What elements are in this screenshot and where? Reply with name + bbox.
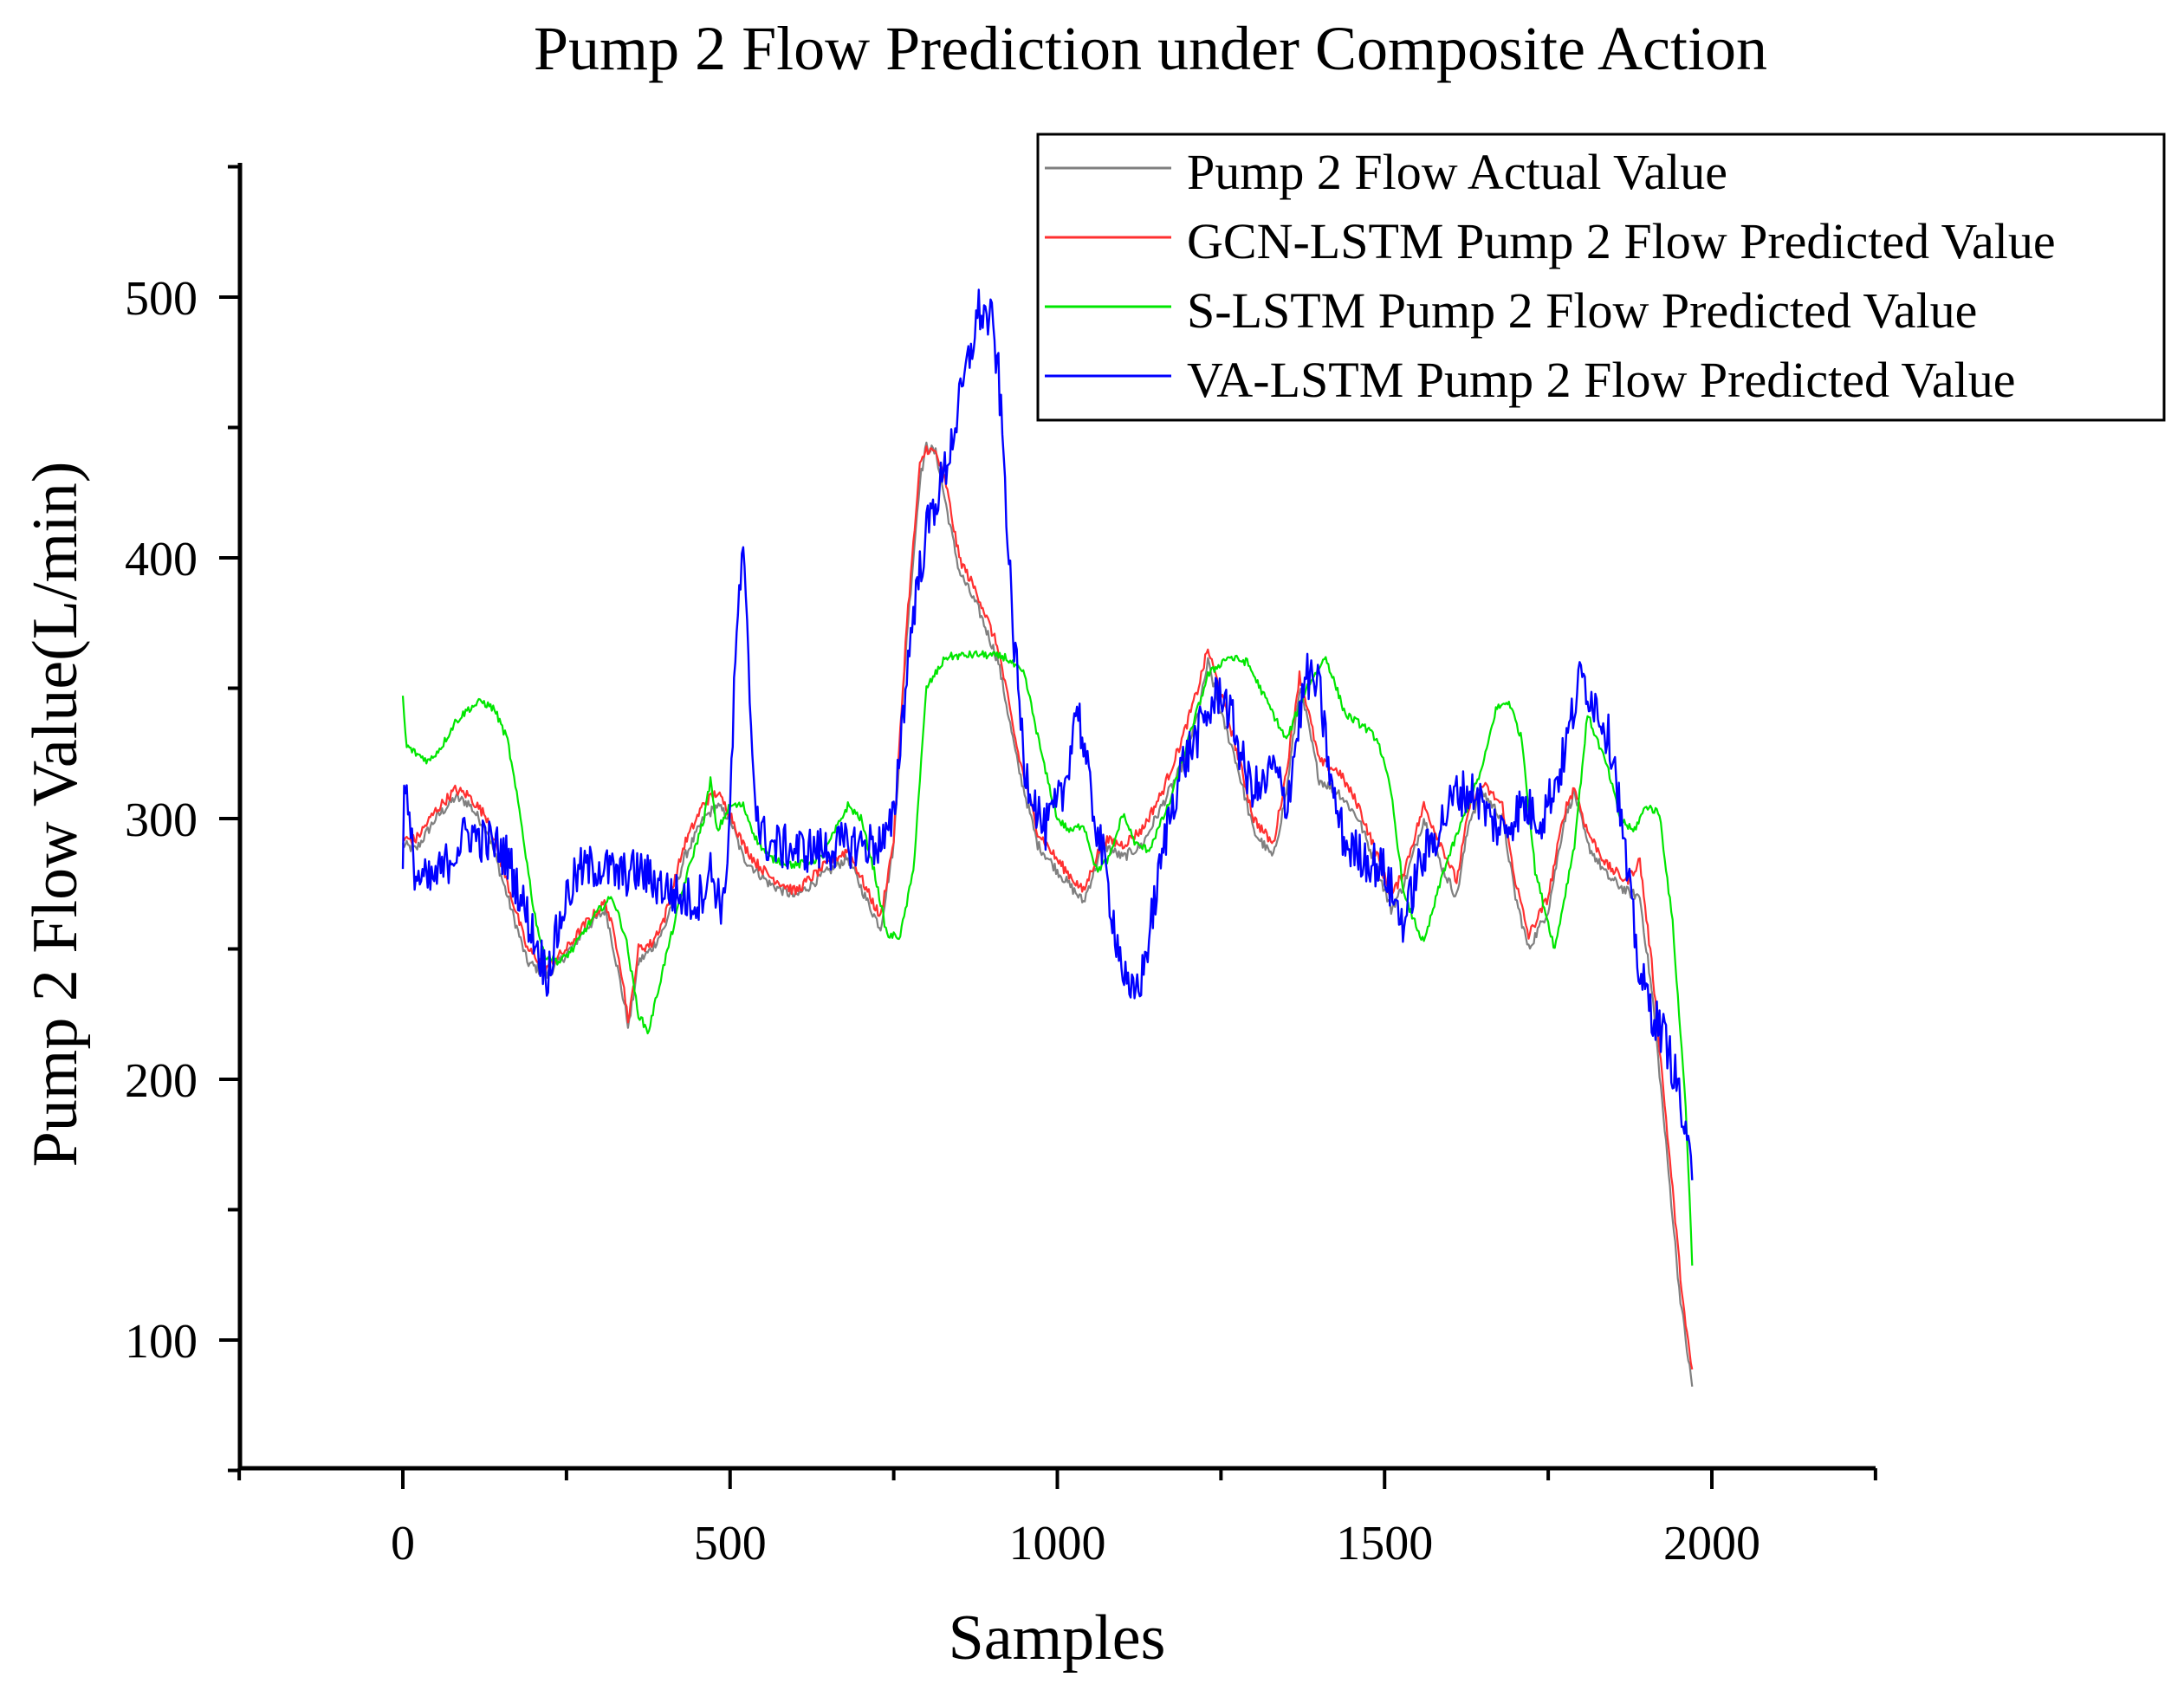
y-tick-label: 300 — [125, 793, 198, 847]
chart-title: Pump 2 Flow Prediction under Composite A… — [534, 14, 1767, 83]
x-tick-label: 0 — [391, 1517, 415, 1570]
y-axis-title: Pump 2 Flow Value(L/min) — [20, 462, 91, 1168]
y-ticks: 100 200 300 400 500 — [125, 165, 240, 1473]
series-line-3 — [401, 650, 1694, 1266]
y-tick-label: 100 — [125, 1315, 198, 1369]
y-tick-label: 400 — [125, 533, 198, 586]
x-axis-title: Samples — [949, 1603, 1166, 1674]
y-tick-label: 200 — [125, 1054, 198, 1108]
legend-entries: Pump 2 Flow Actual Value GCN-LSTM Pump 2 … — [1045, 144, 2056, 408]
legend-label: VA-LSTM Pump 2 Flow Predicted Value — [1187, 352, 2015, 408]
x-ticks: 0 500 1000 1500 2000 — [237, 1468, 1877, 1570]
legend-box — [1036, 133, 2166, 422]
x-tick-label: 1000 — [1009, 1517, 1106, 1570]
legend-label: Pump 2 Flow Actual Value — [1187, 144, 1727, 200]
legend-label: GCN-LSTM Pump 2 Flow Predicted Value — [1187, 213, 2056, 269]
y-tick-label: 500 — [125, 272, 198, 326]
x-tick-label: 1500 — [1336, 1517, 1433, 1570]
plot-lines — [401, 288, 1694, 1387]
series-line-4 — [401, 288, 1694, 1181]
x-tick-label: 500 — [694, 1517, 767, 1570]
legend-label: S-LSTM Pump 2 Flow Predicted Value — [1187, 282, 1977, 339]
x-tick-label: 2000 — [1663, 1517, 1760, 1570]
legend: Pump 2 Flow Actual Value GCN-LSTM Pump 2 … — [1036, 133, 2166, 422]
